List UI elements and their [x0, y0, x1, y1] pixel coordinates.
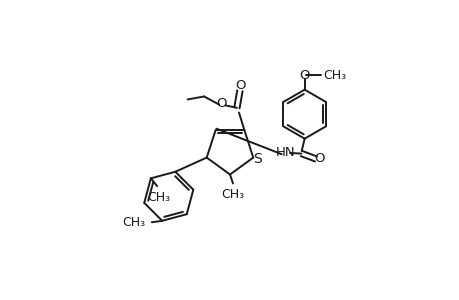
Text: CH₃: CH₃: [323, 69, 346, 82]
Text: CH₃: CH₃: [123, 216, 146, 229]
Text: O: O: [235, 79, 246, 92]
Text: O: O: [216, 97, 226, 110]
Text: CH₃: CH₃: [221, 188, 244, 201]
Text: HN: HN: [275, 146, 294, 159]
Text: CH₃: CH₃: [147, 191, 170, 205]
Text: O: O: [299, 69, 309, 82]
Text: O: O: [313, 152, 324, 166]
Text: S: S: [252, 152, 261, 166]
